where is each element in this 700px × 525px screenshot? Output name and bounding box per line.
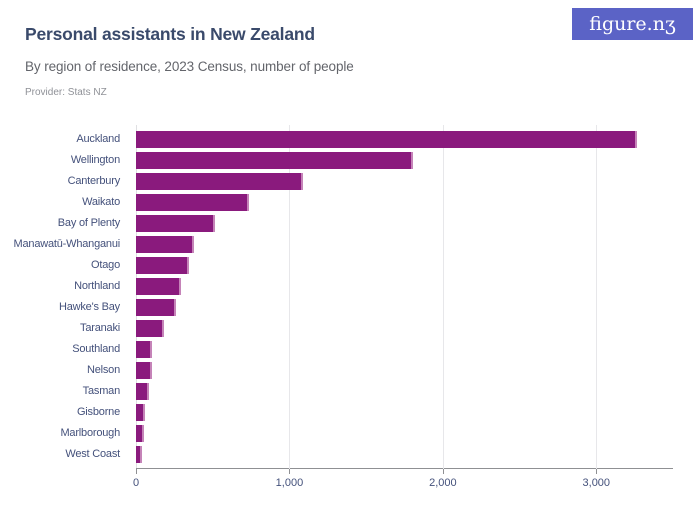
bar-nelson [136, 362, 153, 379]
bar-auckland [136, 131, 638, 148]
y-label-tasman: Tasman [82, 385, 121, 397]
y-axis-labels: Auckland Wellington Canterbury Waikato Bay o… [0, 125, 128, 469]
bar-southland [136, 341, 153, 358]
y-label-northland: Northland [74, 280, 120, 292]
chart-title: Personal assistants in New Zealand [25, 24, 315, 44]
bar-marlborough [136, 425, 145, 442]
bar-hawke-s-bay [136, 299, 176, 316]
x-tick-label: 3,000 [582, 477, 611, 489]
x-axis-line [136, 468, 673, 469]
bar-gisborne [136, 404, 146, 421]
x-tick-label: 1,000 [275, 477, 304, 489]
bar-northland [136, 278, 181, 295]
y-label-manawat-whanganui: Manawatū-Whanganui [13, 238, 121, 250]
x-tick-mark [596, 469, 598, 474]
y-label-auckland: Auckland [76, 133, 120, 145]
x-tick-mark [289, 469, 291, 474]
y-label-wellington: Wellington [70, 154, 120, 166]
x-tick-label: 0 [132, 477, 140, 489]
logo-text: figure.n [589, 13, 665, 35]
y-label-gisborne: Gisborne [76, 406, 120, 418]
bar-west-coast [136, 446, 143, 463]
y-label-canterbury: Canterbury [67, 175, 121, 187]
bar-bay-of-plenty [136, 215, 216, 232]
bar-canterbury [136, 173, 304, 190]
y-label-otago: Otago [91, 259, 120, 271]
y-label-taranaki: Taranaki [80, 322, 120, 334]
figurenz-logo[interactable]: figure.n ʒ [572, 8, 693, 40]
y-label-hawke-s-bay: Hawke's Bay [58, 301, 120, 313]
gridline-3000 [596, 125, 598, 469]
provider-label: Provider: Stats NZ [25, 87, 107, 98]
chart-header: Personal assistants in New Zealand By re… [25, 24, 560, 98]
chart-subtitle: By region of residence, 2023 Census, num… [25, 59, 354, 74]
bar-taranaki [136, 320, 165, 337]
x-tick-mark [442, 469, 444, 474]
gridline-1000 [289, 125, 291, 469]
x-tick-mark [136, 469, 137, 474]
zero-gridline [136, 125, 137, 469]
y-label-marlborough: Marlborough [60, 427, 120, 439]
y-label-waikato: Waikato [82, 196, 120, 208]
bar-waikato [136, 194, 249, 211]
bar-wellington [136, 152, 413, 169]
plot-area: 0 1,000 2,000 3,000 [133, 125, 673, 489]
logo-z-glyph: ʒ [664, 13, 676, 35]
y-label-southland: Southland [72, 343, 120, 355]
y-label-west-coast: West Coast [65, 448, 120, 460]
x-tick-label: 2,000 [429, 477, 457, 489]
y-label-bay-of-plenty: Bay of Plenty [57, 217, 120, 229]
y-label-nelson: Nelson [86, 364, 120, 376]
bar-manawat-whanganui [136, 236, 194, 253]
bar-tasman [136, 383, 150, 400]
gridline-2000 [442, 125, 444, 469]
bar-otago [136, 257, 189, 274]
